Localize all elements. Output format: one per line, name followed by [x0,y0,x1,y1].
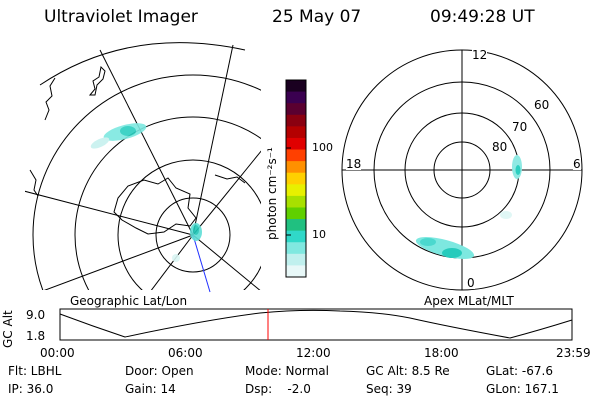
colorbar-segment [286,184,306,197]
colorbar-segment [286,80,306,93]
timeline-ytick-low: 1.8 [26,329,46,343]
timeline-ylabel: GC Alt [1,310,15,348]
polar-aurora [415,155,522,259]
colorbar-tick-100: 100 [312,141,333,154]
mlt-label-18: 18 [346,157,362,171]
mlt-label-6: 6 [573,157,581,171]
colorbar-segment [286,207,306,220]
colorbar-segment [286,219,306,232]
colorbar-segment [286,253,306,266]
timeline-xtick: 00:00 [40,346,75,360]
timeline-xtick: 23:59 [556,346,591,360]
colorbar-segment [286,137,306,151]
timeline-xtick: 18:00 [424,346,459,360]
status-door: Door: Open [125,364,194,378]
status-glat: GLat: -67.6 [486,364,553,378]
status-gc-alt: GC Alt: 8.5 Re [366,364,450,378]
status-gain: Gain: 14 [125,382,176,396]
status-mode: Mode: Normal [245,364,329,378]
mlat-label-70: 70 [512,120,528,134]
timeline-ytick-high: 9.0 [26,308,46,322]
colorbar-segment [286,91,306,104]
status-dsp: Dsp: -2.0 [245,382,311,396]
instrument-title: Ultraviolet Imager [44,7,198,27]
colorbar-segment [286,149,306,162]
timeline-xtick: 12:00 [296,346,331,360]
mlt-label-0: 0 [467,276,475,290]
timeline-xtick: 06:00 [168,346,203,360]
polar-panel-label: Apex MLat/MLT [424,294,514,308]
geo-panel-label: Geographic Lat/Lon [70,294,188,308]
status-ip: IP: 36.0 [8,382,54,396]
status-filter: Flt: LBHL [8,364,62,378]
colorbar-segment [286,126,306,139]
mlt-label-12: 12 [472,48,488,62]
date-label: 25 May 07 [272,7,362,27]
colorbar-tick-10: 10 [312,228,326,241]
time-label: 09:49:28 UT [430,7,535,27]
colorbar-segment [286,230,306,243]
colorbar-segment [286,195,306,208]
colorbar-segment [286,161,306,174]
colorbar-segment [286,103,306,116]
mlat-label-60: 60 [534,98,550,112]
colorbar-segment [286,242,306,255]
status-glon: GLon: 167.1 [486,382,559,396]
colorbar-segment [286,172,306,185]
colorbar-segment [286,114,306,127]
colorbar-segment [286,265,306,278]
geo-aurora [90,123,202,262]
mlat-label-80: 80 [492,140,508,154]
status-seq: Seq: 39 [366,382,412,396]
